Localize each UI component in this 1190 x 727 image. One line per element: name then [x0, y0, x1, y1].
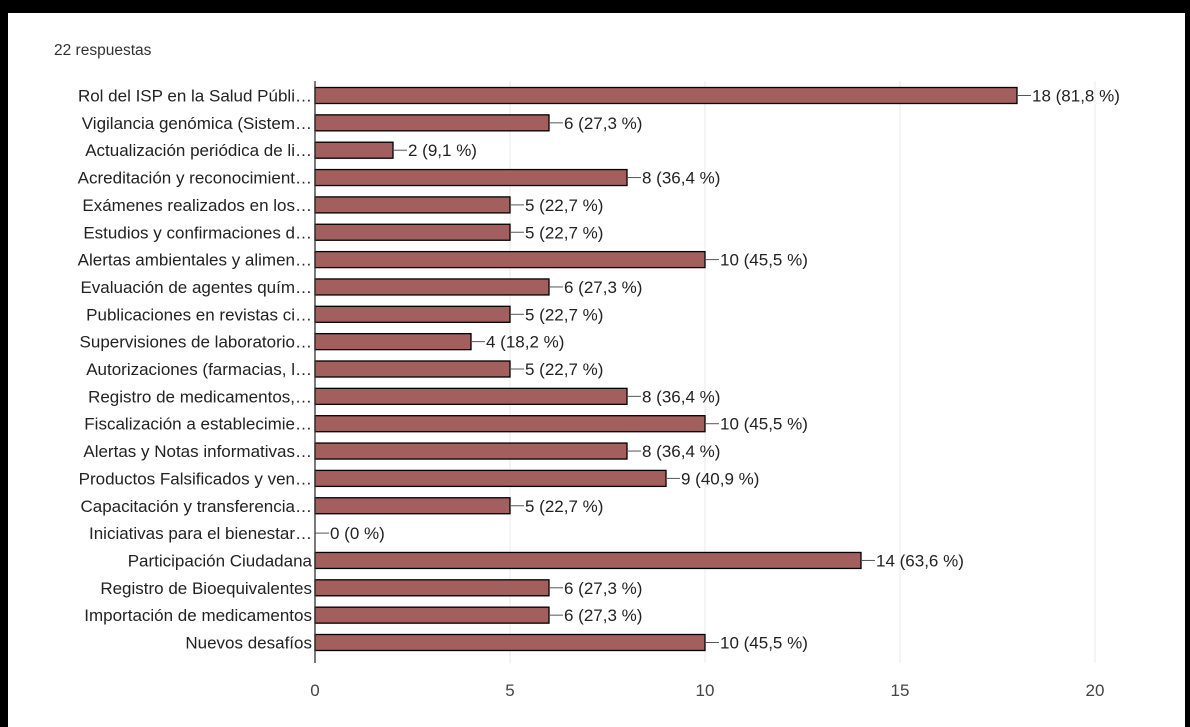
- value-label: 2 (9,1 %): [408, 141, 477, 160]
- category-label: Alertas ambientales y alimen…: [78, 251, 312, 270]
- category-label: Supervisiones de laboratorio…: [80, 333, 312, 352]
- value-label: 8 (36,4 %): [642, 387, 720, 406]
- bar: [314, 360, 511, 378]
- category-label: Publicaciones en revistas ci…: [86, 305, 312, 324]
- value-label: 10 (45,5 %): [720, 634, 808, 653]
- value-label: 0 (0 %): [330, 524, 385, 543]
- value-label: 6 (27,3 %): [564, 606, 642, 625]
- bar: [314, 278, 550, 296]
- category-label: Fiscalización a establecimie…: [84, 415, 312, 434]
- value-label: 6 (27,3 %): [564, 579, 642, 598]
- value-label: 5 (22,7 %): [525, 196, 603, 215]
- bar: [314, 86, 1018, 105]
- x-tick-label: 0: [310, 681, 319, 700]
- bar: [314, 168, 628, 187]
- value-label: 9 (40,9 %): [681, 469, 759, 488]
- value-label: 5 (22,7 %): [525, 360, 603, 379]
- value-label: 10 (45,5 %): [720, 415, 808, 434]
- horizontal-bar-chart: 0 5 10 15 20 18 (81,8 %) Rol del ISP en la Sal…: [78, 81, 1120, 700]
- chart-card: 22 respuestas 0 5 10 15 20 18 (81,8 %) Rol del…: [8, 13, 1185, 727]
- bar: [314, 551, 862, 570]
- bar: [314, 387, 628, 406]
- category-label: Actualización periódica de li…: [85, 141, 312, 160]
- value-label: 5 (22,7 %): [525, 305, 603, 324]
- bar: [314, 305, 511, 323]
- bar: [314, 606, 550, 624]
- bar: [314, 114, 550, 132]
- x-tick-label: 15: [891, 681, 910, 700]
- bar: [314, 442, 628, 460]
- category-label: Participación Ciudadana: [128, 551, 313, 570]
- category-label: Acreditación y reconocimient…: [78, 169, 312, 188]
- x-tick-label: 10: [696, 681, 715, 700]
- value-label: 14 (63,6 %): [876, 551, 964, 570]
- category-label: Evaluación de agentes quím…: [80, 278, 312, 297]
- category-label: Capacitación y transferencia…: [80, 497, 312, 516]
- category-label: Autorizaciones (farmacias, l…: [86, 360, 312, 379]
- category-label: Importación de medicamentos: [84, 606, 312, 625]
- category-label: Rol del ISP en la Salud Públi…: [78, 87, 312, 106]
- bar: [314, 633, 706, 652]
- bar: [314, 332, 472, 351]
- category-label: Nuevos desafíos: [185, 634, 312, 653]
- category-label: Alertas y Notas informativas…: [83, 442, 312, 461]
- value-label: 18 (81,8 %): [1032, 87, 1120, 106]
- x-tick-label: 20: [1086, 681, 1105, 700]
- bar: [314, 579, 550, 597]
- response-count: 22 respuestas: [54, 42, 152, 59]
- category-label: Exámenes realizados en los…: [82, 196, 312, 215]
- value-label: 6 (27,3 %): [564, 114, 642, 133]
- bar: [314, 223, 511, 241]
- value-label: 5 (22,7 %): [525, 223, 603, 242]
- value-label: 5 (22,7 %): [525, 497, 603, 516]
- x-tick-label: 5: [505, 681, 514, 700]
- bar: [314, 250, 706, 269]
- category-label: Productos Falsificados y ven…: [79, 469, 312, 488]
- value-label: 10 (45,5 %): [720, 251, 808, 270]
- category-label: Registro de Bioequivalentes: [100, 579, 312, 598]
- bar: [314, 141, 394, 159]
- category-label: Vigilancia genómica (Sistem…: [82, 114, 312, 133]
- category-label: Estudios y confirmaciones d…: [83, 223, 312, 242]
- bar: [314, 469, 667, 488]
- value-label: 6 (27,3 %): [564, 278, 642, 297]
- bar: [314, 196, 511, 214]
- bar: [314, 497, 511, 515]
- bar: [314, 415, 706, 433]
- value-label: 8 (36,4 %): [642, 169, 720, 188]
- category-label: Registro de medicamentos,…: [88, 387, 312, 406]
- value-label: 8 (36,4 %): [642, 442, 720, 461]
- value-label: 4 (18,2 %): [486, 333, 564, 352]
- category-label: Iniciativas para el bienestar…: [89, 524, 312, 543]
